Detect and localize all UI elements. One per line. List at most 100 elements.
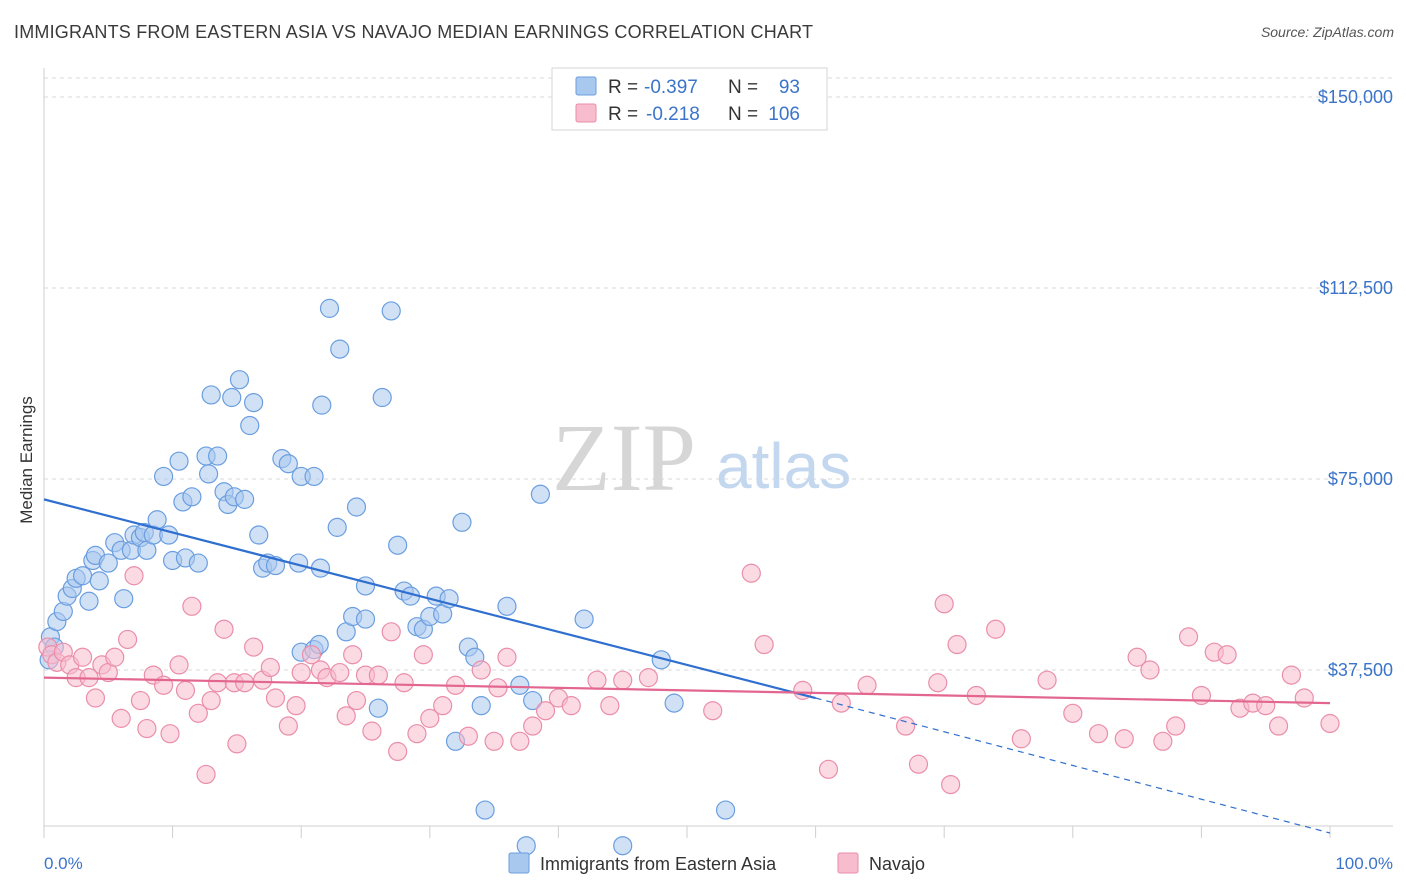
navajo-point — [754, 634, 774, 655]
navajo-point — [117, 629, 138, 650]
navajo-point — [1178, 627, 1199, 647]
y-axis-label: Median Earnings — [17, 396, 36, 524]
x-tick-label-max: 100.0% — [1335, 854, 1393, 873]
legend-swatch-pink — [575, 103, 597, 123]
navajo-point — [1217, 645, 1237, 665]
eastern-asia-point — [229, 370, 250, 390]
navajo-point — [1127, 647, 1147, 667]
eastern-asia-point — [304, 466, 324, 487]
trend-lines — [43, 498, 1331, 834]
navajo-point — [1320, 713, 1340, 734]
navajo-point — [160, 724, 180, 744]
x-tick-label-min: 0.0% — [44, 854, 83, 873]
navajo-point — [72, 647, 93, 667]
navajo-point — [175, 680, 196, 700]
navajo-point — [201, 690, 221, 711]
eastern-asia-point — [249, 525, 269, 545]
navajo-point — [908, 754, 929, 774]
bottom-legend-label-blue: Immigrants from Eastern Asia — [540, 854, 777, 874]
trend-line-navajo — [43, 676, 1331, 705]
eastern-asia-point — [330, 339, 350, 359]
trend-line-eastern-asia-extension — [815, 697, 1331, 834]
eastern-asia-point — [510, 675, 530, 695]
eastern-asia-point — [312, 395, 332, 415]
navajo-point — [362, 721, 382, 741]
eastern-asia-point — [188, 553, 208, 573]
watermark-zip: ZIP — [552, 404, 696, 511]
navajo-point — [510, 731, 530, 751]
eastern-asia-point — [368, 698, 388, 718]
y-axis-tick-labels: $37,500 $75,000 $112,500 $150,000 — [1318, 87, 1393, 680]
navajo-point — [1281, 665, 1302, 685]
y-tick-label: $75,000 — [1328, 469, 1393, 489]
bottom-legend: Immigrants from Eastern Asia Navajo — [508, 852, 925, 874]
series-navajo-points — [38, 563, 1340, 795]
chart-title: IMMIGRANTS FROM EASTERN ASIA VS NAVAJO M… — [14, 22, 814, 42]
navajo-point — [934, 594, 954, 614]
navajo-point — [1037, 670, 1057, 690]
eastern-asia-point — [452, 512, 472, 532]
eastern-asia-point — [574, 609, 594, 629]
navajo-point — [1153, 731, 1173, 751]
eastern-asia-point — [664, 693, 684, 713]
eastern-asia-point — [497, 596, 517, 616]
legend-n-value-1: 93 — [779, 77, 800, 98]
eastern-asia-point — [381, 301, 401, 321]
navajo-point — [1063, 703, 1083, 723]
navajo-point — [1268, 716, 1289, 736]
navajo-point — [214, 619, 234, 639]
navajo-point — [818, 759, 839, 779]
eastern-asia-point — [319, 298, 340, 318]
y-tick-label: $37,500 — [1328, 660, 1393, 680]
eastern-asia-point — [199, 464, 219, 484]
legend-n-label-2: N = — [728, 104, 758, 125]
navajo-point — [286, 696, 306, 716]
navajo-point — [433, 696, 453, 716]
navajo-point — [561, 696, 581, 716]
navajo-point — [986, 619, 1006, 639]
navajo-point — [1256, 696, 1276, 716]
eastern-asia-point — [715, 800, 736, 820]
eastern-asia-point — [201, 385, 221, 405]
source-credit: Source: ZipAtlas.com — [1260, 24, 1394, 40]
eastern-asia-point — [159, 525, 179, 545]
navajo-point — [368, 665, 388, 685]
navajo-point — [196, 764, 216, 785]
eastern-asia-point — [222, 387, 242, 408]
eastern-asia-point — [278, 454, 298, 474]
navajo-point — [613, 670, 633, 690]
navajo-point — [741, 563, 761, 583]
bottom-legend-swatch-pink — [837, 852, 859, 874]
legend-n-value-2: 106 — [768, 104, 800, 125]
navajo-point — [928, 673, 948, 693]
eastern-asia-point — [98, 553, 118, 573]
navajo-point — [497, 647, 517, 667]
navajo-point — [1140, 660, 1160, 680]
navajo-point — [703, 701, 723, 721]
eastern-asia-point — [114, 589, 134, 609]
navajo-point — [330, 662, 350, 683]
navajo-point — [130, 690, 151, 711]
navajo-point — [896, 716, 916, 736]
navajo-point — [169, 655, 189, 675]
navajo-point — [260, 657, 280, 678]
eastern-asia-point — [169, 451, 189, 471]
navajo-point — [638, 668, 659, 688]
navajo-point — [484, 731, 504, 751]
legend-r-value-1: -0.397 — [644, 77, 698, 98]
y-tick-label: $112,500 — [1319, 278, 1393, 298]
navajo-point — [291, 662, 311, 683]
navajo-point — [278, 716, 298, 736]
legend-r-value-2: -0.218 — [646, 104, 700, 125]
eastern-asia-point — [475, 800, 495, 820]
navajo-point — [227, 734, 247, 754]
eastern-asia-point — [471, 696, 491, 716]
navajo-point — [471, 660, 491, 680]
navajo-point — [343, 645, 363, 665]
navajo-point — [85, 688, 106, 708]
eastern-asia-point — [613, 836, 633, 856]
watermark-atlas: atlas — [716, 430, 851, 502]
navajo-point — [111, 708, 131, 728]
eastern-asia-point — [355, 609, 376, 629]
navajo-point — [388, 741, 408, 762]
